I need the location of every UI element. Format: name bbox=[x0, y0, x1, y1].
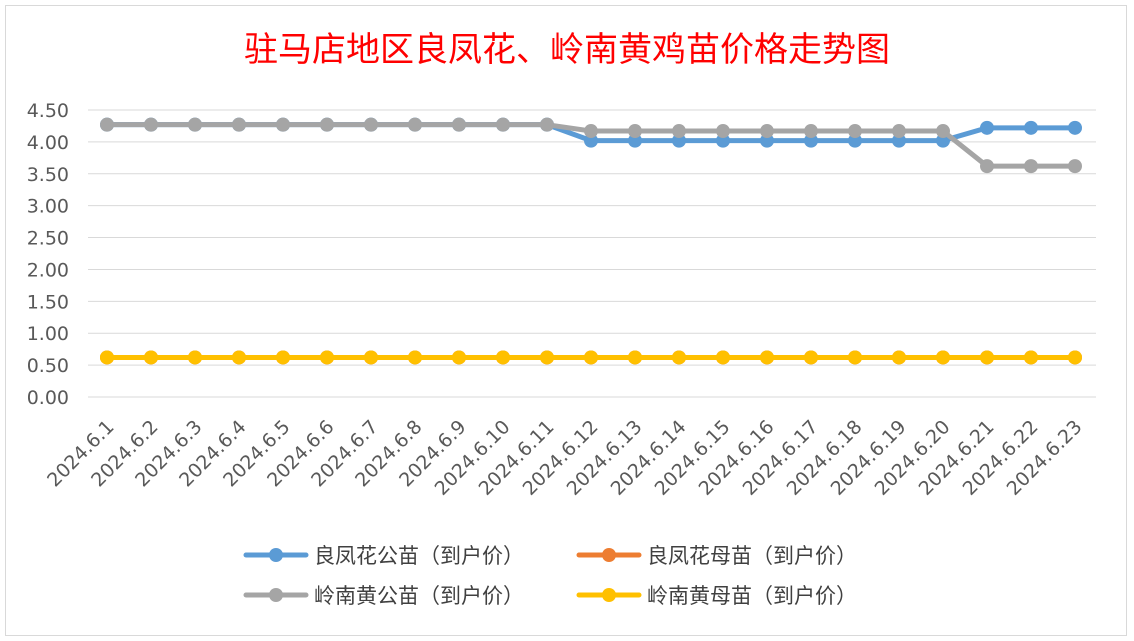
y-tick-label: 1.00 bbox=[27, 323, 69, 345]
data-point bbox=[716, 124, 730, 139]
legend-label: 岭南黄母苗（到户价） bbox=[647, 584, 857, 608]
legend-label: 良凤花母苗（到户价） bbox=[647, 544, 857, 568]
data-point bbox=[540, 350, 554, 365]
data-point bbox=[716, 350, 730, 365]
data-point bbox=[628, 133, 642, 148]
legend-swatch-marker bbox=[269, 548, 283, 562]
data-point bbox=[760, 133, 774, 148]
data-point bbox=[936, 350, 950, 365]
data-point bbox=[1068, 350, 1082, 365]
data-point bbox=[1068, 120, 1082, 135]
data-point bbox=[188, 350, 202, 365]
legend-item: 岭南黄母苗（到户价） bbox=[576, 584, 857, 608]
y-tick-label: 3.50 bbox=[27, 164, 69, 186]
data-point bbox=[452, 117, 466, 132]
data-point bbox=[1024, 120, 1038, 135]
data-point bbox=[892, 350, 906, 365]
data-point bbox=[100, 117, 114, 132]
data-point bbox=[892, 133, 906, 148]
line-chart: 驻马店地区良凤花、岭南黄鸡苗价格走势图 0.00 0.50 1.00 1.50 2.00… bbox=[27, 30, 1096, 608]
data-point bbox=[804, 124, 818, 139]
chart-frame: 驻马店地区良凤花、岭南黄鸡苗价格走势图 0.00 0.50 1.00 1.50 2.00… bbox=[5, 5, 1127, 636]
y-tick-label: 2.00 bbox=[27, 259, 69, 281]
y-tick-label: 2.50 bbox=[27, 228, 69, 250]
data-point bbox=[672, 133, 686, 148]
data-point bbox=[628, 124, 642, 139]
data-point bbox=[804, 350, 818, 365]
data-point bbox=[452, 350, 466, 365]
data-point bbox=[760, 124, 774, 139]
legend-swatch-marker bbox=[269, 588, 283, 602]
data-point bbox=[848, 350, 862, 365]
legend-item: 良凤花公苗（到户价） bbox=[243, 544, 524, 568]
y-tick-label: 1.50 bbox=[27, 291, 69, 313]
data-point bbox=[188, 117, 202, 132]
data-point bbox=[584, 133, 598, 148]
data-point bbox=[672, 124, 686, 139]
y-tick-label: 0.00 bbox=[27, 387, 69, 409]
data-point bbox=[364, 117, 378, 132]
data-point bbox=[100, 350, 114, 365]
series-lines bbox=[100, 117, 1082, 365]
data-point bbox=[496, 117, 510, 132]
y-tick-label: 3.00 bbox=[27, 196, 69, 218]
series-3 bbox=[100, 117, 1082, 174]
data-point bbox=[936, 133, 950, 148]
data-point bbox=[540, 117, 554, 132]
data-point bbox=[980, 159, 994, 174]
legend-label: 良凤花公苗（到户价） bbox=[314, 544, 524, 568]
data-point bbox=[804, 133, 818, 148]
data-point bbox=[496, 350, 510, 365]
y-tick-label: 4.00 bbox=[27, 132, 69, 154]
legend-item: 良凤花母苗（到户价） bbox=[576, 544, 857, 568]
data-point bbox=[408, 117, 422, 132]
y-tick-label: 4.50 bbox=[27, 100, 69, 122]
data-point bbox=[1068, 159, 1082, 174]
data-point bbox=[848, 124, 862, 139]
chart-title: 驻马店地区良凤花、岭南黄鸡苗价格走势图 bbox=[244, 30, 890, 70]
data-point bbox=[848, 133, 862, 148]
series-4 bbox=[100, 350, 1082, 365]
x-axis-ticks: 2024.6.12024.6.22024.6.32024.6.42024.6.5… bbox=[43, 416, 1086, 500]
data-point bbox=[980, 350, 994, 365]
data-point bbox=[1024, 350, 1038, 365]
data-point bbox=[408, 350, 422, 365]
data-point bbox=[980, 120, 994, 135]
y-axis-ticks: 0.00 0.50 1.00 1.50 2.00 2.50 3.00 3.50 4.00 4.50 bbox=[27, 100, 69, 409]
data-point bbox=[760, 350, 774, 365]
legend-item: 岭南黄公苗（到户价） bbox=[243, 584, 524, 608]
legend-swatch-marker bbox=[602, 548, 616, 562]
data-point bbox=[232, 350, 246, 365]
data-point bbox=[672, 350, 686, 365]
data-point bbox=[1024, 159, 1038, 174]
data-point bbox=[584, 124, 598, 139]
legend: 良凤花公苗（到户价） 良凤花母苗（到户价） 岭南黄公苗（到户价） 岭南黄母苗（到户价） bbox=[243, 544, 857, 608]
data-point bbox=[936, 124, 950, 139]
legend-swatch-marker bbox=[602, 588, 616, 602]
data-point bbox=[232, 117, 246, 132]
data-point bbox=[584, 350, 598, 365]
data-point bbox=[892, 124, 906, 139]
y-tick-label: 0.50 bbox=[27, 355, 69, 377]
legend-label: 岭南黄公苗（到户价） bbox=[314, 584, 524, 608]
data-point bbox=[276, 350, 290, 365]
data-point bbox=[276, 117, 290, 132]
data-point bbox=[364, 350, 378, 365]
data-point bbox=[320, 350, 334, 365]
data-point bbox=[144, 117, 158, 132]
data-point bbox=[144, 350, 158, 365]
data-point bbox=[716, 133, 730, 148]
data-point bbox=[320, 117, 334, 132]
data-point bbox=[628, 350, 642, 365]
